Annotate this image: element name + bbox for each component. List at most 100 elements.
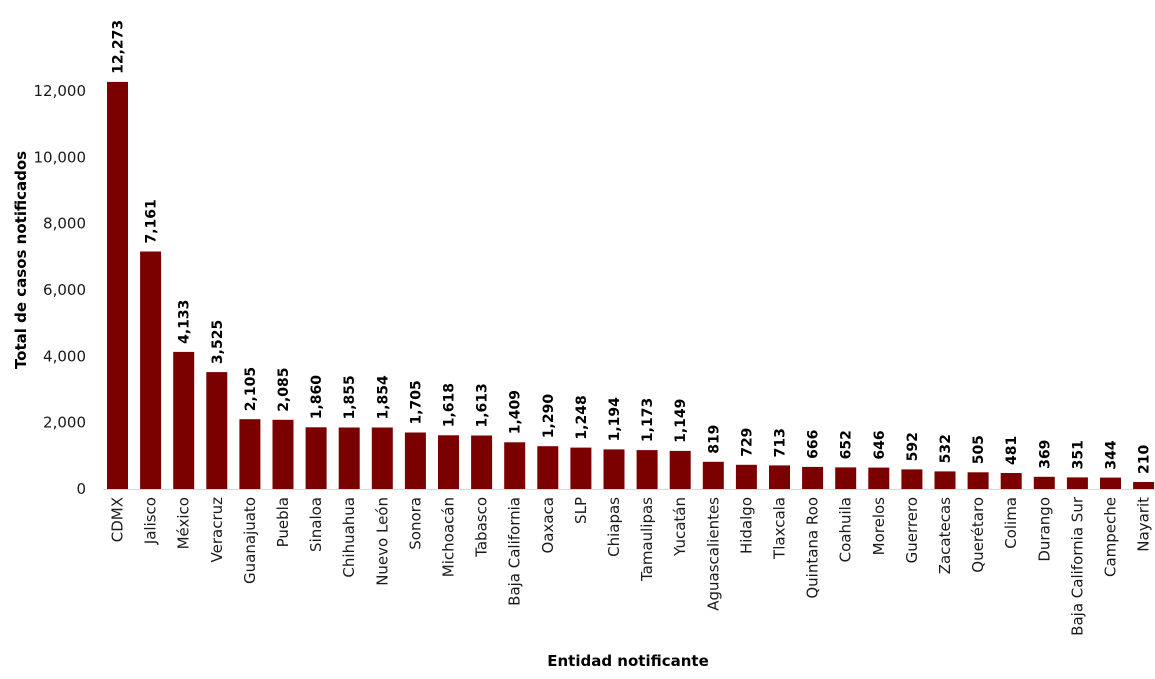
data-label: 1,860 xyxy=(309,375,325,420)
data-label: 1,149 xyxy=(673,399,689,443)
bar xyxy=(206,372,228,489)
bar xyxy=(239,419,261,489)
bar xyxy=(371,427,393,489)
x-tick-label: Baja California xyxy=(506,497,524,606)
bar xyxy=(1000,473,1022,489)
data-label: 666 xyxy=(806,430,822,459)
bar xyxy=(868,467,890,489)
bar xyxy=(404,432,426,489)
bars xyxy=(107,81,1155,490)
data-label: 1,409 xyxy=(508,390,524,434)
data-label: 1,290 xyxy=(541,394,557,439)
x-tick-label: Veracruz xyxy=(208,497,226,563)
bar xyxy=(735,464,757,489)
x-tick-label: Morelos xyxy=(870,497,888,556)
bar xyxy=(802,466,824,489)
x-tick-label: Oaxaca xyxy=(539,497,557,554)
x-tick-label: Yucatán xyxy=(671,497,689,557)
x-axis-title: Entidad notificante xyxy=(547,652,709,670)
data-label: 210 xyxy=(1137,445,1153,474)
bar xyxy=(636,450,658,489)
data-label: 713 xyxy=(773,428,789,457)
x-tick-label: Sinaloa xyxy=(307,497,325,552)
data-label: 1,194 xyxy=(607,397,623,442)
x-tick-label: Campeche xyxy=(1102,497,1120,577)
x-tick-label: Tamaulipas xyxy=(638,497,656,582)
bar xyxy=(305,427,327,489)
bar xyxy=(1100,477,1121,489)
x-tick-label: Nuevo León xyxy=(373,497,391,586)
data-label: 1,248 xyxy=(574,395,590,439)
data-label: 1,173 xyxy=(640,398,656,442)
x-tick-label: Guanajuato xyxy=(241,497,259,584)
bar xyxy=(1133,482,1155,489)
data-label: 652 xyxy=(839,430,855,459)
data-label: 646 xyxy=(872,430,888,459)
x-tick-label: CDMX xyxy=(109,497,127,542)
x-tick-label: Chihuahua xyxy=(340,497,358,578)
bar xyxy=(934,471,956,489)
data-label: 481 xyxy=(1004,436,1020,465)
x-axis: CDMX Jalisco México Veracruz Guanajuato Puebl… xyxy=(103,489,1155,636)
y-tick-label: 12,000 xyxy=(34,82,87,100)
x-tick-label: Jalisco xyxy=(142,497,160,545)
y-tick-label: 6,000 xyxy=(43,281,86,299)
bar xyxy=(140,251,162,489)
data-label: 1,705 xyxy=(408,380,424,424)
data-label: 505 xyxy=(971,435,987,464)
bar xyxy=(471,435,493,489)
bar xyxy=(603,449,625,489)
bar xyxy=(967,472,989,489)
x-tick-label: Zacatecas xyxy=(936,497,954,574)
x-tick-label: SLP xyxy=(572,497,590,524)
data-labels: 12,273 7,161 4,133 3,525 2,105 2,085 1,860 1,85… xyxy=(111,20,1153,474)
data-label: 729 xyxy=(739,428,755,457)
x-tick-label: Tabasco xyxy=(473,497,491,558)
data-label: 344 xyxy=(1104,440,1120,469)
x-tick-label: Michoacán xyxy=(440,497,458,577)
data-label: 3,525 xyxy=(210,320,226,364)
data-label: 1,854 xyxy=(375,375,391,420)
y-axis-title: Total de casos notificados xyxy=(12,151,30,369)
data-label: 1,855 xyxy=(342,375,358,419)
x-tick-label: Puebla xyxy=(274,497,292,547)
bar xyxy=(669,450,691,489)
bar xyxy=(1066,477,1088,489)
data-label: 369 xyxy=(1037,440,1053,469)
bar xyxy=(835,467,857,489)
x-tick-label: Querétaro xyxy=(969,497,987,573)
data-label: 12,273 xyxy=(111,20,127,74)
bar xyxy=(504,442,526,489)
bar xyxy=(107,81,128,490)
x-tick-label: Baja California Sur xyxy=(1068,496,1086,636)
y-tick-label: 0 xyxy=(76,480,86,498)
data-label: 2,085 xyxy=(276,368,292,412)
y-tick-label: 2,000 xyxy=(43,414,86,432)
x-tick-label: Quintana Roo xyxy=(804,497,822,599)
bar xyxy=(338,427,360,489)
bar xyxy=(173,351,195,489)
y-axis: 0 2,000 4,000 6,000 8,000 10,000 12,000 xyxy=(34,82,87,498)
x-tick-label: Coahuila xyxy=(837,497,855,562)
data-label: 592 xyxy=(905,432,921,461)
x-tick-label: Durango xyxy=(1035,497,1053,562)
data-label: 351 xyxy=(1070,440,1086,469)
data-label: 4,133 xyxy=(177,300,193,344)
x-tick-label: Colima xyxy=(1002,497,1020,549)
data-label: 2,105 xyxy=(243,367,259,411)
bar xyxy=(570,447,592,489)
data-label: 7,161 xyxy=(144,199,160,243)
x-tick-label: Tlaxcala xyxy=(771,497,789,560)
bar xyxy=(537,446,559,489)
bar xyxy=(272,419,294,489)
y-tick-label: 10,000 xyxy=(34,148,87,166)
x-tick-label: Aguascalientes xyxy=(704,497,722,611)
bar xyxy=(901,469,923,489)
x-tick-label: Nayarit xyxy=(1135,497,1153,552)
x-tick-label: Guerrero xyxy=(903,497,921,563)
data-label: 819 xyxy=(706,425,722,454)
y-tick-label: 4,000 xyxy=(43,347,86,365)
data-label: 1,618 xyxy=(442,383,458,427)
x-tick-label: México xyxy=(175,497,193,549)
